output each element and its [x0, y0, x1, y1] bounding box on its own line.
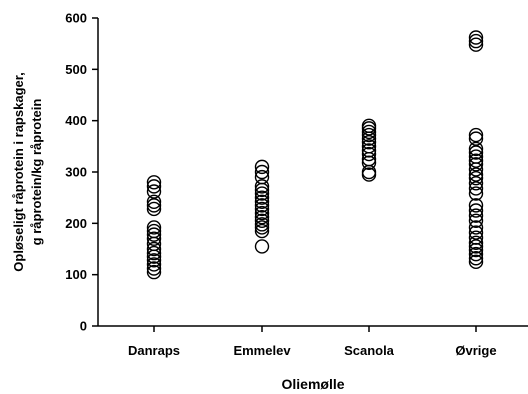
data-point	[254, 205, 270, 221]
data-point	[146, 257, 162, 272]
data-point	[146, 249, 162, 264]
data-point	[146, 179, 162, 194]
data-point	[468, 145, 484, 160]
x-tick-label-øvrige: Øvrige	[455, 343, 496, 358]
data-point	[146, 223, 162, 239]
data-point	[468, 141, 484, 157]
data-point	[146, 198, 162, 213]
data-point	[468, 225, 484, 240]
data-point	[146, 227, 162, 242]
data-point	[146, 241, 162, 257]
data-point	[468, 235, 484, 251]
data-point	[361, 139, 377, 154]
data-point	[254, 164, 270, 180]
y-tick-label: 400	[65, 113, 87, 128]
data-point	[254, 201, 270, 217]
data-point	[254, 190, 270, 205]
data-point	[146, 231, 162, 246]
x-axis-title: Oliemølle	[281, 376, 344, 392]
data-point	[468, 170, 484, 186]
data-point	[468, 208, 484, 223]
data-point	[468, 176, 484, 191]
data-point	[468, 33, 484, 49]
data-point	[254, 159, 270, 175]
data-point	[468, 167, 484, 182]
data-point	[361, 146, 377, 162]
data-point	[146, 261, 162, 276]
data-point	[254, 217, 270, 232]
data-point	[254, 169, 270, 185]
y-tick-label: 600	[65, 11, 87, 26]
data-point	[254, 239, 270, 254]
y-tick-label: 500	[65, 62, 87, 77]
data-point	[468, 37, 484, 52]
data-point	[254, 223, 270, 239]
data-point	[468, 213, 484, 228]
data-point	[361, 143, 377, 158]
data-point	[468, 220, 484, 235]
data-point	[254, 186, 270, 201]
data-point	[468, 157, 484, 172]
data-point	[468, 203, 484, 218]
data-point	[254, 194, 270, 209]
data-points	[146, 30, 484, 280]
data-point	[146, 245, 162, 261]
y-ticks: 0 100 200 300 400 500 600	[65, 11, 98, 334]
data-point	[468, 251, 484, 266]
data-point	[468, 230, 484, 245]
data-point	[146, 184, 162, 199]
data-point	[146, 220, 162, 235]
x-tick-label-danraps: Danraps	[128, 343, 180, 358]
data-point	[468, 181, 484, 196]
data-point	[468, 198, 484, 213]
data-point	[468, 30, 484, 45]
data-point	[254, 182, 270, 198]
y-axis-title-line-2: g råprotein/kg råprotein	[29, 99, 44, 246]
data-point	[468, 149, 484, 164]
data-point	[468, 153, 484, 168]
data-point	[146, 253, 162, 268]
x-tick-label-scanola: Scanola	[344, 343, 395, 358]
data-point	[146, 264, 162, 280]
data-point	[468, 239, 484, 254]
x-ticks: Danraps Emmelev Scanola Øvrige	[128, 326, 497, 358]
data-point	[361, 118, 377, 134]
y-tick-label: 100	[65, 267, 87, 282]
y-tick-label: 0	[80, 319, 87, 334]
data-point	[254, 179, 270, 194]
x-tick-label-emmelev: Emmelev	[233, 343, 291, 358]
y-axis-title-line-1: Opløseligt råprotein i rapskager,	[11, 72, 26, 271]
data-point	[146, 201, 162, 217]
data-point	[468, 254, 484, 270]
data-point	[254, 209, 270, 225]
y-tick-label: 200	[65, 216, 87, 231]
data-point	[146, 194, 162, 209]
data-point	[361, 135, 377, 150]
data-point	[468, 131, 484, 146]
data-point	[254, 198, 270, 213]
data-point	[468, 246, 484, 262]
y-tick-label: 300	[65, 165, 87, 180]
data-point	[361, 124, 377, 140]
data-point	[468, 186, 484, 201]
data-point	[468, 127, 484, 143]
data-point	[254, 213, 270, 228]
data-point	[146, 175, 162, 190]
